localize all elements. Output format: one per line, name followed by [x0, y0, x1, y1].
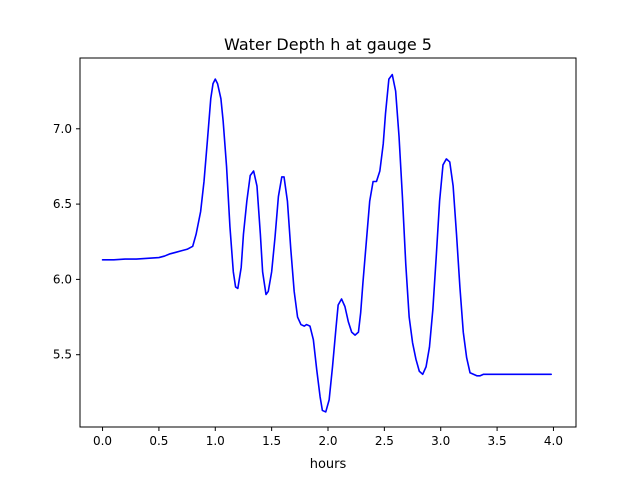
x-tick-label: 3.5 [488, 434, 507, 448]
y-axis: 5.5 6.0 6.5 7.0 [53, 122, 80, 362]
x-tick-label: 4.0 [544, 434, 563, 448]
y-tick-label: 5.5 [53, 348, 72, 362]
plot-area [101, 73, 553, 413]
x-tick-label: 0.0 [93, 434, 112, 448]
x-axis-label: hours [310, 457, 347, 472]
x-axis: 0.0 0.5 1.0 1.5 2.0 2.5 3.0 3.5 4.0 [93, 427, 563, 448]
x-tick-label: 1.5 [262, 434, 281, 448]
y-tick-label: 6.5 [53, 197, 72, 211]
series-line-0 [101, 73, 553, 413]
x-tick-label: 1.0 [206, 434, 225, 448]
y-tick-label: 7.0 [53, 122, 72, 136]
x-tick-label: 0.5 [149, 434, 168, 448]
chart-title: Water Depth h at gauge 5 [224, 35, 432, 54]
x-tick-label: 2.5 [375, 434, 394, 448]
x-tick-label: 2.0 [318, 434, 337, 448]
y-tick-label: 6.0 [53, 272, 72, 286]
x-tick-label: 3.0 [431, 434, 450, 448]
